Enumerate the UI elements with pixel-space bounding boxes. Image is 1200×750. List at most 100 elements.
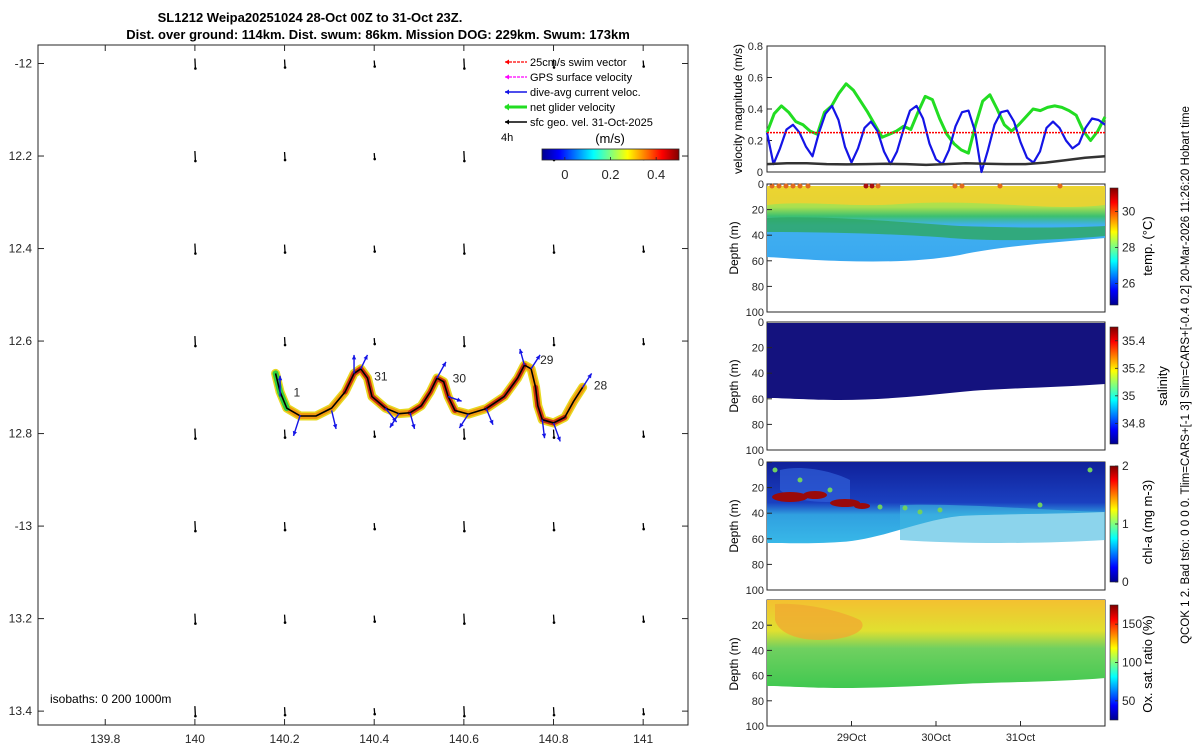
sfc-geo-arrow-head [642, 527, 645, 531]
title-line-2: Dist. over ground: 114km. Dist. swum: 86… [126, 27, 630, 42]
current-vector-head [456, 397, 462, 402]
sfc-geo-arrow [194, 613, 197, 624]
depth-tick-label: 40 [752, 508, 764, 520]
chla-panel: 0 20 40 60 80 100 Depth (m) 0 1 2 chl-a (mg m-3… [727, 457, 1155, 597]
temperature-surface-dot [959, 183, 965, 189]
temperature-surface-dot [769, 183, 775, 189]
map-ytick-label: -13 [15, 519, 33, 533]
sfc-geo-arrow [283, 429, 286, 438]
chla-colorbar-ticks: 0 1 2 [1115, 459, 1129, 589]
sfc-geo-arrow [283, 337, 286, 346]
sfc-geo-arrow-head [194, 714, 197, 718]
depth-tick-label: 20 [752, 343, 764, 355]
velocity-ytick-label: 0.6 [748, 73, 763, 85]
map-axes-box [37, 44, 689, 726]
depth-tick-label: 0 [758, 457, 764, 469]
legend-item-gps: GPS surface velocity [505, 72, 633, 84]
chla-max-blob [854, 503, 870, 509]
time-tick-label: 31Oct [1006, 732, 1035, 744]
sfc-geo-arrow-head [642, 620, 645, 623]
map-xtick-label: 140.4 [359, 732, 389, 746]
colorbar-tick-label: 2 [1122, 459, 1129, 473]
salinity-ylabel: Depth (m) [727, 359, 741, 412]
temperature-panel: 0 20 40 60 80 100 Depth (m) 26 28 30 temp. (°C) [727, 179, 1155, 319]
depth-tick-label: 0 [758, 179, 764, 191]
sfc-geo-arrow-head [373, 157, 377, 161]
isobaths-label: isobaths: 0 200 1000m [50, 692, 171, 706]
sfc-geo-arrow-head [283, 436, 287, 439]
colorbar-tick-label: 28 [1122, 240, 1136, 254]
sfc-geo-arrow [194, 428, 197, 439]
sfc-geo-arrow-head [373, 712, 377, 716]
sfc-geo-arrow [463, 706, 466, 717]
sfc-geo-arrow [463, 150, 466, 162]
depth-tick-label: 100 [746, 585, 764, 597]
sfc-geo-arrow-head [463, 67, 466, 70]
current-vector-head [587, 373, 592, 379]
temperature-thermocline [767, 217, 1105, 241]
map-axis-ticks: 139.8 140 140.2 140.4 140.6 140.8 141-1212.212… [9, 45, 688, 746]
legend-label-dive-avg: dive-avg current veloc. [530, 87, 641, 99]
temperature-surface-dots [769, 183, 1063, 189]
sfc-geo-arrow-head [552, 713, 556, 717]
sfc-geo-arrow-head [283, 713, 287, 717]
depth-tick-label: 20 [752, 205, 764, 217]
map-ytick-label: 12.6 [9, 334, 33, 348]
sfc-geo-arrow-head [552, 528, 556, 532]
sfc-geo-arrow [283, 522, 286, 531]
sfc-geo-arrow-head [194, 252, 197, 255]
sfc-geo-arrow-head [642, 712, 645, 716]
legend-item-net: net glider velocity [504, 102, 615, 114]
chla-max-blob [803, 491, 827, 499]
map-xtick-label: 140.8 [539, 732, 569, 746]
sfc-geo-arrow-head [463, 252, 466, 255]
chla-point [937, 507, 943, 513]
velocity-series [765, 82, 1107, 174]
temperature-axis-ticks: 0 20 40 60 80 100 [746, 179, 772, 319]
map-ytick-label: 12.2 [9, 149, 33, 163]
temperature-surface-dot [776, 183, 782, 189]
chla-lower-layer [900, 504, 1105, 543]
temperature-surface-dot [863, 183, 869, 189]
colorbar-tick-label: 30 [1122, 204, 1136, 218]
sfc-geo-arrow-head [283, 251, 287, 254]
sfc-geo-arrow [194, 243, 197, 254]
current-vector-head [277, 375, 283, 381]
colorbar-tick-label: 35.4 [1122, 334, 1146, 348]
temperature-surface-dot [869, 183, 875, 189]
sfc-geo-arrow-head [642, 342, 645, 346]
sfc-geo-arrow [552, 614, 555, 623]
depth-tick-label: 80 [752, 419, 764, 431]
sfc-geo-arrow-head [552, 251, 556, 254]
temperature-colorbar [1109, 187, 1119, 306]
sfc-geo-arrow-head [463, 344, 466, 348]
temperature-surface-dot [790, 183, 796, 189]
sfc-geo-arrow-head [463, 529, 466, 533]
sfc-geo-arrow-head [463, 622, 466, 625]
sfc-geo-arrow-head [283, 66, 287, 69]
map-xtick-label: 140.6 [449, 732, 479, 746]
depth-tick-label: 60 [752, 394, 764, 406]
velocity-series-line [765, 82, 1107, 155]
sfc-geo-arrow [463, 521, 466, 532]
colorbar-tick-label: 34.8 [1122, 416, 1146, 430]
temperature-colorbar-label: temp. (°C) [1140, 216, 1155, 275]
day-labels: 1 31 30 29 28 [294, 353, 608, 399]
map-ytick-label: 12.8 [9, 427, 33, 441]
oxygen-panel: 20 40 60 80 100 29Oct 30Oct 31Oct Depth (m) 50… [727, 599, 1155, 744]
colorbar-tick-label: 26 [1122, 276, 1136, 290]
legend-label-sfc-geo: sfc geo. vel. 31-Oct-2025 [530, 117, 653, 129]
colorbar-tick-label: 35 [1122, 389, 1136, 403]
chla-max-blob [830, 499, 860, 507]
colorbar-tick-label: 150 [1122, 617, 1142, 631]
sfc-geo-arrow-head [642, 65, 645, 68]
map-ytick-label: 12.4 [9, 242, 33, 256]
salinity-field [767, 323, 1105, 400]
depth-tick-label: 40 [752, 368, 764, 380]
velocity-series-line [765, 104, 1106, 174]
temperature-surface-dot [797, 183, 803, 189]
sfc-geo-arrow [552, 707, 555, 716]
map-ytick-label: 13.2 [9, 612, 33, 626]
chla-point [1087, 467, 1093, 473]
